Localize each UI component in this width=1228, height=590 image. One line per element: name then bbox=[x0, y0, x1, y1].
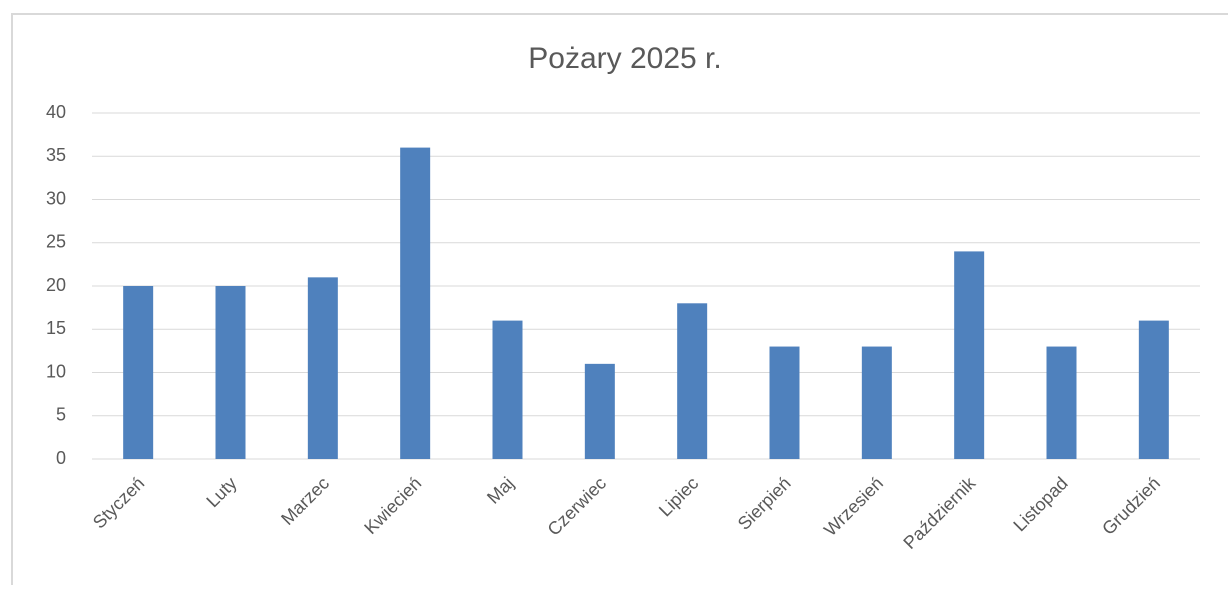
y-tick-label: 25 bbox=[46, 232, 66, 252]
bar bbox=[677, 303, 708, 459]
chart-title: Pożary 2025 r. bbox=[528, 42, 721, 75]
bar bbox=[584, 363, 615, 459]
y-tick-label: 40 bbox=[46, 102, 66, 122]
bar bbox=[1046, 346, 1077, 459]
chart-frame bbox=[11, 13, 1228, 590]
bar bbox=[215, 286, 246, 459]
bar bbox=[954, 251, 985, 459]
y-tick-label: 20 bbox=[46, 275, 66, 295]
bar bbox=[861, 346, 892, 459]
bar bbox=[769, 346, 800, 459]
y-tick-label: 10 bbox=[46, 361, 66, 381]
bar bbox=[400, 147, 431, 459]
y-tick-label: 0 bbox=[56, 448, 66, 468]
bar bbox=[492, 320, 523, 459]
y-tick-label: 5 bbox=[56, 405, 66, 425]
bar bbox=[1138, 320, 1169, 459]
y-tick-label: 30 bbox=[46, 188, 66, 208]
bar bbox=[307, 277, 338, 459]
y-tick-label: 35 bbox=[46, 145, 66, 165]
bar bbox=[123, 286, 154, 459]
y-tick-label: 15 bbox=[46, 318, 66, 338]
